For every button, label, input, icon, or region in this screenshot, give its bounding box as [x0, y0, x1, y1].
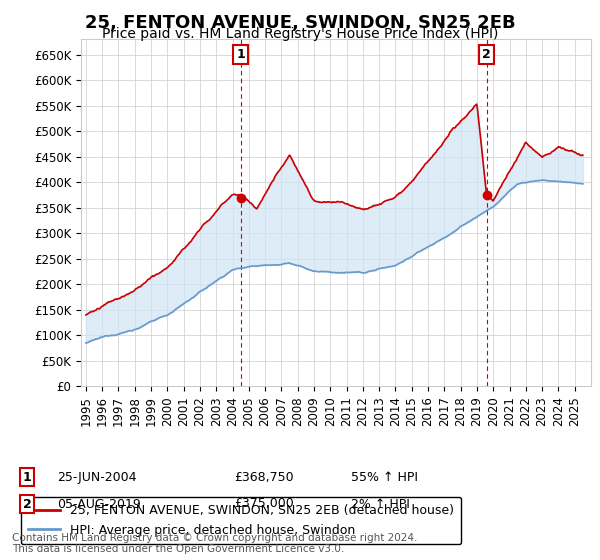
Legend: 25, FENTON AVENUE, SWINDON, SN25 2EB (detached house), HPI: Average price, detac: 25, FENTON AVENUE, SWINDON, SN25 2EB (de…: [21, 497, 461, 544]
Text: 05-AUG-2019: 05-AUG-2019: [57, 497, 141, 511]
Text: £368,750: £368,750: [234, 470, 293, 484]
Text: Contains HM Land Registry data © Crown copyright and database right 2024.
This d: Contains HM Land Registry data © Crown c…: [12, 533, 418, 554]
Text: 55% ↑ HPI: 55% ↑ HPI: [351, 470, 418, 484]
Text: 2% ↑ HPI: 2% ↑ HPI: [351, 497, 410, 511]
Text: Price paid vs. HM Land Registry's House Price Index (HPI): Price paid vs. HM Land Registry's House …: [102, 27, 498, 41]
Text: 2: 2: [482, 48, 491, 61]
Text: 25-JUN-2004: 25-JUN-2004: [57, 470, 137, 484]
Text: 1: 1: [236, 48, 245, 61]
Text: 1: 1: [23, 470, 31, 484]
Text: 25, FENTON AVENUE, SWINDON, SN25 2EB: 25, FENTON AVENUE, SWINDON, SN25 2EB: [85, 14, 515, 32]
Text: 2: 2: [23, 497, 31, 511]
Text: £375,000: £375,000: [234, 497, 294, 511]
